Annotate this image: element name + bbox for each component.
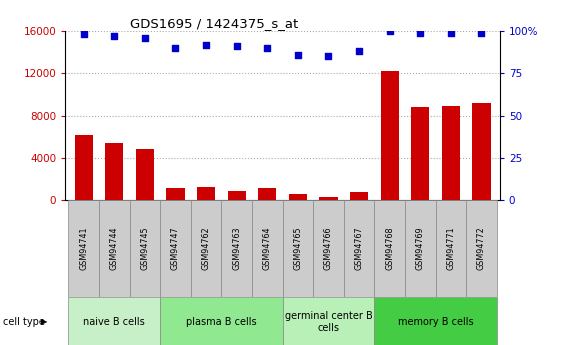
Bar — [197, 187, 215, 200]
Text: GSM94769: GSM94769 — [416, 227, 425, 270]
Text: cell type: cell type — [3, 317, 45, 327]
Point — [263, 45, 272, 51]
Bar — [74, 135, 93, 200]
Text: GSM94767: GSM94767 — [354, 227, 364, 270]
Text: GSM94744: GSM94744 — [110, 227, 119, 270]
Text: GSM94763: GSM94763 — [232, 227, 241, 270]
Bar — [436, 200, 466, 297]
Bar — [258, 188, 277, 200]
Bar — [222, 200, 252, 297]
Point — [477, 30, 486, 36]
Bar — [130, 200, 160, 297]
Text: GSM94771: GSM94771 — [446, 227, 456, 270]
Bar — [160, 297, 283, 345]
Text: memory B cells: memory B cells — [398, 317, 473, 327]
Point — [232, 43, 241, 49]
Point — [293, 52, 302, 58]
Text: GSM94762: GSM94762 — [202, 227, 211, 270]
Bar — [68, 297, 160, 345]
Bar — [283, 297, 374, 345]
Bar — [136, 149, 154, 200]
Text: GDS1695 / 1424375_s_at: GDS1695 / 1424375_s_at — [131, 17, 299, 30]
Bar — [405, 200, 436, 297]
Point — [171, 45, 180, 51]
Point — [202, 42, 211, 47]
Point — [416, 30, 425, 36]
Point — [110, 33, 119, 39]
Bar — [473, 103, 491, 200]
Bar — [442, 106, 460, 200]
Bar — [283, 200, 313, 297]
Bar — [166, 188, 185, 200]
Bar — [374, 200, 405, 297]
Point — [354, 49, 364, 54]
Bar — [411, 107, 429, 200]
Bar — [105, 143, 123, 200]
Text: GSM94772: GSM94772 — [477, 227, 486, 270]
Text: GSM94765: GSM94765 — [294, 227, 302, 270]
Bar — [466, 200, 497, 297]
Bar — [319, 197, 337, 200]
Bar — [374, 297, 497, 345]
Bar — [68, 200, 99, 297]
Text: germinal center B
cells: germinal center B cells — [285, 311, 373, 333]
Text: naive B cells: naive B cells — [83, 317, 145, 327]
Bar — [313, 200, 344, 297]
Text: GSM94764: GSM94764 — [263, 227, 272, 270]
Text: GSM94766: GSM94766 — [324, 227, 333, 270]
Bar — [191, 200, 222, 297]
Text: GSM94745: GSM94745 — [140, 227, 149, 270]
Text: GSM94768: GSM94768 — [385, 227, 394, 270]
Bar — [252, 200, 283, 297]
Bar — [289, 194, 307, 200]
Bar — [350, 192, 368, 200]
Text: plasma B cells: plasma B cells — [186, 317, 257, 327]
Text: GSM94747: GSM94747 — [171, 227, 180, 270]
Point — [446, 30, 456, 36]
Bar — [99, 200, 130, 297]
Text: ▶: ▶ — [41, 317, 48, 326]
Bar — [228, 190, 246, 200]
Bar — [381, 71, 399, 200]
Point — [140, 35, 149, 41]
Point — [385, 28, 394, 34]
Text: GSM94741: GSM94741 — [79, 227, 88, 270]
Point — [324, 54, 333, 59]
Point — [79, 32, 88, 37]
Bar — [160, 200, 191, 297]
Bar — [344, 200, 374, 297]
